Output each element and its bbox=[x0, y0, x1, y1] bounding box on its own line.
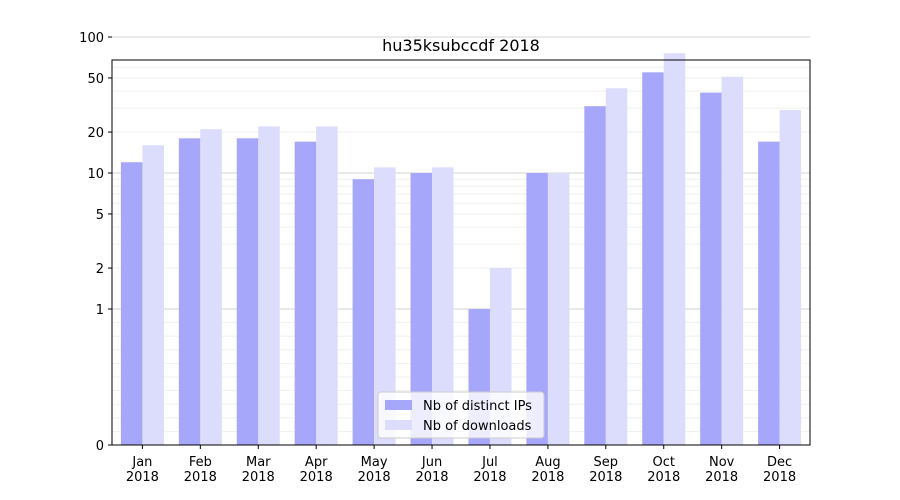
bar-downloads bbox=[605, 88, 628, 445]
x-tick-label: Nov bbox=[709, 455, 735, 470]
x-tick-label: 2018 bbox=[184, 470, 217, 485]
legend-label: Nb of downloads bbox=[423, 419, 532, 434]
y-tick-label: 0 bbox=[96, 439, 104, 454]
bar-distinct-ips bbox=[642, 72, 664, 446]
legend-swatch bbox=[385, 420, 412, 430]
x-tick-label: 2018 bbox=[531, 470, 564, 485]
x-tick-label: 2018 bbox=[126, 470, 159, 485]
y-tick-label: 1 bbox=[96, 303, 104, 318]
y-tick-label: 2 bbox=[96, 262, 104, 277]
x-tick-label: Jul bbox=[481, 455, 498, 470]
legend: Nb of distinct IPs Nb of downloads bbox=[377, 391, 545, 439]
bar-distinct-ips bbox=[758, 141, 780, 446]
bar-distinct-ips bbox=[526, 173, 548, 445]
grid-lines bbox=[112, 36, 810, 432]
bar-distinct-ips bbox=[410, 173, 433, 445]
x-tick-label: Sep bbox=[594, 455, 619, 470]
y-tick-label: 100 bbox=[79, 31, 104, 46]
x-tick-label: Feb bbox=[189, 455, 212, 470]
legend-label: Nb of distinct IPs bbox=[423, 399, 532, 414]
bar-downloads bbox=[663, 53, 686, 445]
legend-swatch bbox=[385, 400, 412, 410]
bar-distinct-ips bbox=[700, 92, 722, 446]
x-tick-label: 2018 bbox=[358, 470, 391, 485]
y-axis: 0 1 2 5 10 20 50 100 bbox=[79, 31, 112, 454]
bar-distinct-ips bbox=[584, 106, 606, 446]
x-tick-label: 2018 bbox=[300, 470, 333, 485]
bar-distinct-ips bbox=[294, 141, 317, 446]
bar-distinct-ips bbox=[352, 179, 375, 445]
bar-distinct-ips bbox=[236, 138, 259, 445]
x-tick-label: Mar bbox=[246, 455, 271, 470]
x-tick-label: May bbox=[361, 455, 388, 470]
bar-downloads bbox=[316, 126, 338, 446]
y-tick-label: 20 bbox=[87, 126, 104, 141]
x-tick-label: Dec bbox=[767, 455, 792, 470]
bar-downloads bbox=[779, 110, 802, 446]
x-tick-label: 2018 bbox=[705, 470, 738, 485]
legend-box bbox=[377, 391, 545, 439]
x-tick-label: Jan bbox=[131, 455, 152, 470]
x-tick-label: Oct bbox=[652, 455, 674, 470]
bar-downloads bbox=[374, 167, 396, 445]
x-tick-label: 2018 bbox=[763, 470, 796, 485]
bar-distinct-ips bbox=[120, 162, 143, 445]
bar-distinct-ips bbox=[178, 138, 201, 445]
x-tick-label: Aug bbox=[535, 455, 560, 470]
bar-downloads bbox=[547, 173, 570, 445]
x-tick-label: Apr bbox=[305, 455, 328, 470]
bar-downloads bbox=[142, 145, 164, 445]
y-tick-label: 10 bbox=[87, 167, 104, 182]
chart-title: hu35ksubccdf 2018 bbox=[382, 36, 540, 55]
x-tick-label: 2018 bbox=[647, 470, 680, 485]
x-tick-label: Jun bbox=[421, 455, 442, 470]
bar-downloads bbox=[200, 129, 222, 446]
x-tick-label: 2018 bbox=[242, 470, 275, 485]
bar-downloads bbox=[258, 126, 280, 446]
plot-frame bbox=[111, 59, 811, 446]
y-tick-label: 50 bbox=[87, 72, 104, 87]
x-tick-label: 2018 bbox=[589, 470, 622, 485]
bar-downloads bbox=[432, 167, 454, 445]
x-tick-label: 2018 bbox=[415, 470, 448, 485]
x-axis: Jan2018Feb2018Mar2018Apr2018May2018Jun20… bbox=[126, 445, 796, 485]
x-tick-label: 2018 bbox=[473, 470, 506, 485]
bar-downloads bbox=[721, 76, 744, 446]
y-tick-label: 5 bbox=[96, 208, 104, 223]
